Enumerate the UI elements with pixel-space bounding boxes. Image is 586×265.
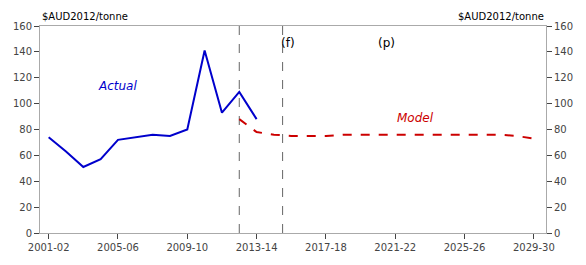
svg-text:100: 100 [13,98,32,109]
svg-text:160: 160 [554,21,573,32]
svg-text:2001-02: 2001-02 [28,242,70,253]
svg-text:40: 40 [554,176,567,187]
svg-text:60: 60 [554,150,567,161]
svg-text:120: 120 [554,72,573,83]
svg-text:(p): (p) [378,36,395,50]
svg-text:120: 120 [13,72,32,83]
svg-text:Actual: Actual [98,79,137,93]
svg-text:80: 80 [19,124,32,135]
svg-text:140: 140 [554,46,573,57]
svg-text:40: 40 [19,176,32,187]
svg-text:2013-14: 2013-14 [236,242,278,253]
svg-text:Model: Model [397,111,434,125]
svg-text:2009-10: 2009-10 [166,242,208,253]
svg-text:80: 80 [554,124,567,135]
svg-text:2017-18: 2017-18 [305,242,347,253]
svg-text:0: 0 [554,228,560,239]
svg-text:160: 160 [13,21,32,32]
svg-text:20: 20 [554,202,567,213]
svg-text:140: 140 [13,46,32,57]
svg-text:0: 0 [26,228,32,239]
svg-text:(f): (f) [281,36,295,50]
svg-text:100: 100 [554,98,573,109]
svg-text:$AUD2012/tonne: $AUD2012/tonne [42,11,128,22]
svg-text:2029-30: 2029-30 [513,242,555,253]
svg-text:20: 20 [19,202,32,213]
svg-text:2005-06: 2005-06 [97,242,139,253]
svg-text:$AUD2012/tonne: $AUD2012/tonne [458,11,544,22]
svg-text:2021-22: 2021-22 [374,242,416,253]
svg-text:60: 60 [19,150,32,161]
svg-text:2025-26: 2025-26 [444,242,486,253]
